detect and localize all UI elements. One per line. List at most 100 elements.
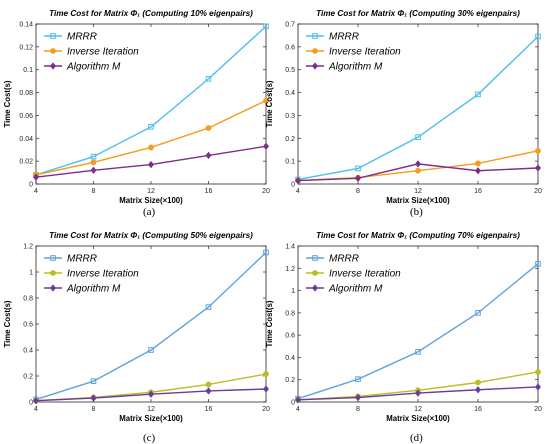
y-tick-label: 0.8: [285, 310, 295, 317]
y-tick-label: 0.6: [285, 333, 295, 340]
plot-area: [35, 23, 267, 185]
marker-square: [205, 304, 212, 310]
marker-square: [535, 261, 541, 267]
y-tick-label: 0.12: [19, 44, 33, 51]
marker-diamond: [415, 389, 421, 397]
x-axis-label: Matrix Size(×100): [119, 414, 183, 423]
legend-label: Algorithm M: [328, 62, 383, 73]
marker-diamond: [475, 167, 481, 175]
legend-entry: Algorithm M: [306, 62, 383, 73]
chart-panel-3: Time Cost for Matrix Φ₁ (Computing 50% e…: [3, 231, 270, 423]
marker-square: [205, 76, 212, 82]
x-tick-label: 16: [474, 406, 482, 413]
marker-circle: [312, 48, 318, 54]
x-tick-label: 4: [34, 406, 38, 413]
y-tick-label: 0.04: [19, 136, 33, 143]
marker-circle: [475, 160, 481, 167]
marker-square: [312, 255, 318, 261]
series-inverse-iteration: [33, 97, 269, 178]
chart-title: Time Cost for Matrix Φ₁ (Computing 50% e…: [49, 231, 253, 240]
marker-square: [263, 23, 269, 30]
marker-diamond: [535, 164, 541, 172]
legend-entry: Inverse Iteration: [44, 269, 139, 280]
y-tick-label: 0.4: [285, 90, 295, 97]
y-tick-label: 0.7: [285, 22, 295, 29]
panel-caption: (d): [410, 432, 423, 444]
legend-entry: Inverse Iteration: [44, 47, 139, 58]
y-tick-label: 0.08: [19, 90, 33, 97]
y-tick-label: 1: [29, 270, 33, 277]
marker-diamond: [90, 166, 97, 174]
panel-caption: (b): [410, 206, 423, 218]
marker-square: [90, 153, 97, 160]
series-algorithm-m: [33, 142, 269, 181]
marker-circle: [205, 381, 212, 388]
marker-square: [312, 33, 318, 39]
legend-entry: MRRR: [306, 32, 359, 43]
x-tick-label: 4: [296, 406, 300, 413]
series-algorithm-m: [33, 385, 269, 405]
marker-diamond: [312, 284, 318, 292]
marker-diamond: [263, 385, 269, 393]
y-tick-label: 0: [291, 182, 295, 189]
legend-label: Inverse Iteration: [329, 47, 401, 58]
marker-circle: [50, 48, 56, 54]
marker-diamond: [50, 284, 56, 292]
y-tick-label: 0.02: [19, 159, 33, 166]
marker-circle: [263, 371, 269, 377]
legend-label: Inverse Iteration: [67, 269, 139, 280]
marker-diamond: [90, 394, 97, 402]
series-line: [35, 25, 267, 176]
y-tick-label: 0.14: [19, 22, 33, 29]
series-line: [297, 263, 539, 400]
chart-title: Time Cost for Matrix Φ₁ (Computing 10% e…: [49, 9, 253, 18]
legend-label: Algorithm M: [66, 284, 121, 295]
marker-circle: [205, 125, 212, 131]
marker-diamond: [148, 390, 154, 398]
x-tick-label: 20: [262, 188, 270, 195]
marker-diamond: [312, 62, 318, 70]
legend-entry: MRRR: [306, 254, 359, 265]
marker-circle: [90, 159, 97, 166]
marker-diamond: [205, 151, 212, 160]
y-tick-label: 0.1: [285, 159, 295, 166]
plot-area: [297, 245, 539, 403]
legend-entry: MRRR: [44, 254, 97, 265]
y-axis-label: Time Cost(s): [265, 300, 274, 347]
y-tick-label: 0.2: [285, 377, 295, 384]
y-tick-label: 0.06: [19, 113, 33, 120]
x-tick-label: 20: [534, 188, 542, 195]
x-tick-label: 12: [414, 188, 422, 195]
marker-circle: [50, 270, 56, 276]
chart-title: Time Cost for Matrix Φ₁ (Computing 70% e…: [316, 231, 520, 240]
marker-square: [535, 33, 541, 40]
y-tick-label: 0.6: [23, 322, 33, 329]
x-tick-label: 4: [296, 188, 300, 195]
y-tick-label: 0.6: [285, 44, 295, 51]
legend-label: Algorithm M: [328, 284, 383, 295]
legend-entry: Algorithm M: [306, 284, 383, 295]
x-axis-label: Matrix Size(×100): [119, 196, 183, 205]
x-tick-label: 16: [474, 188, 482, 195]
marker-square: [355, 376, 361, 382]
series-line: [35, 251, 267, 401]
plot-area: [297, 23, 539, 185]
y-axis-label: Time Cost(s): [3, 80, 12, 127]
y-axis-label: Time Cost(s): [3, 300, 12, 347]
x-tick-label: 8: [92, 406, 96, 413]
marker-diamond: [415, 160, 421, 168]
legend-label: MRRR: [67, 254, 97, 265]
marker-diamond: [205, 387, 212, 395]
x-tick-label: 4: [34, 188, 38, 195]
marker-diamond: [33, 173, 39, 181]
marker-square: [148, 124, 154, 130]
x-tick-label: 16: [205, 406, 213, 413]
marker-square: [50, 33, 56, 39]
marker-square: [415, 134, 421, 140]
marker-diamond: [148, 160, 154, 169]
x-axis-label: Matrix Size(×100): [386, 414, 450, 423]
marker-diamond: [263, 142, 269, 150]
y-tick-label: 0: [291, 400, 295, 407]
x-tick-label: 8: [92, 188, 96, 195]
x-tick-label: 8: [356, 188, 360, 195]
